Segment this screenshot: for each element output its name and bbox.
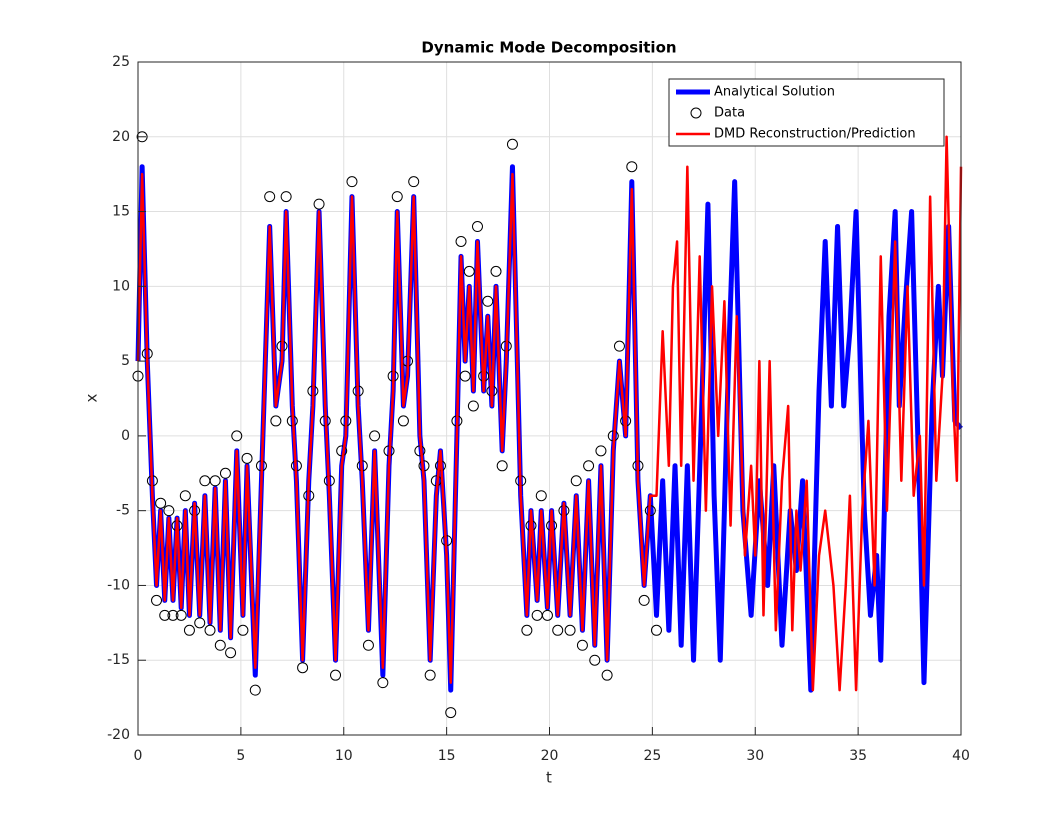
data-point xyxy=(155,497,167,509)
data-point xyxy=(209,475,221,487)
data-point xyxy=(541,609,553,621)
data-point xyxy=(391,191,403,203)
y-tick-label: 0 xyxy=(121,428,130,444)
data-point xyxy=(264,191,276,203)
data-point xyxy=(552,624,564,636)
data-point xyxy=(231,430,243,442)
data-point xyxy=(362,639,374,651)
x-tick-label: 40 xyxy=(952,748,970,764)
legend-symbol xyxy=(690,107,702,119)
data-point xyxy=(471,221,483,233)
y-tick-label: -5 xyxy=(116,503,130,519)
data-point xyxy=(583,460,595,472)
data-point xyxy=(377,677,389,689)
data-point xyxy=(237,624,249,636)
data-point xyxy=(163,505,175,517)
ticks: 0 5 10 15 20 25 30 35 40 -20 -15 -10 -5 0 5 10 15 20 25 xyxy=(107,54,970,764)
y-tick-label: -15 xyxy=(107,652,130,668)
x-tick-label: 30 xyxy=(746,748,764,764)
data-point xyxy=(638,594,650,606)
legend-label: Analytical Solution xyxy=(714,85,835,100)
y-tick-label: 25 xyxy=(112,54,130,70)
data-point xyxy=(313,198,325,210)
data-point xyxy=(459,370,471,382)
data-point xyxy=(601,669,613,681)
chart-title: Dynamic Mode Decomposition xyxy=(421,39,676,57)
data-point xyxy=(455,235,467,247)
data-point xyxy=(369,430,381,442)
data-point xyxy=(521,624,533,636)
data-point xyxy=(346,176,358,188)
data-point xyxy=(219,467,231,479)
data-point xyxy=(535,490,547,502)
data-point xyxy=(595,445,607,457)
y-tick-label: -20 xyxy=(107,727,130,743)
y-tick-label: -10 xyxy=(107,577,130,593)
x-tick-label: 15 xyxy=(438,748,456,764)
data-point xyxy=(424,669,436,681)
data-point xyxy=(241,452,253,464)
data-point xyxy=(564,624,576,636)
data-point xyxy=(467,400,479,412)
y-tick-label: 5 xyxy=(121,353,130,369)
marks xyxy=(132,131,963,719)
x-tick-label: 0 xyxy=(134,748,143,764)
legend-box xyxy=(668,78,945,147)
y-tick-label: 15 xyxy=(112,204,130,220)
data-point xyxy=(280,191,292,203)
data-point xyxy=(408,176,420,188)
data-point xyxy=(297,662,309,674)
data-point xyxy=(570,475,582,487)
data-point xyxy=(613,340,625,352)
data-point xyxy=(463,265,475,277)
x-tick-label: 20 xyxy=(541,748,559,764)
data-point xyxy=(183,624,195,636)
x-axis-label: t xyxy=(546,769,552,787)
data-point xyxy=(136,131,148,143)
data-point xyxy=(175,609,187,621)
data-point xyxy=(270,415,282,427)
data-point xyxy=(214,639,226,651)
x-tick-label: 35 xyxy=(849,748,867,764)
series-line xyxy=(136,135,963,692)
data-point xyxy=(151,594,163,606)
data-point xyxy=(204,624,216,636)
data-point xyxy=(626,161,638,173)
data-point xyxy=(225,647,237,659)
data-point xyxy=(249,684,261,696)
data-point xyxy=(506,138,518,150)
x-tick-label: 25 xyxy=(643,748,661,764)
data-point xyxy=(496,460,508,472)
y-tick-label: 20 xyxy=(112,129,130,145)
data-point xyxy=(650,624,662,636)
data-point xyxy=(490,265,502,277)
legend-label: Data xyxy=(714,106,745,121)
data-point xyxy=(576,639,588,651)
data-point xyxy=(159,609,171,621)
data-point xyxy=(336,445,348,457)
data-point xyxy=(330,669,342,681)
data-point xyxy=(194,617,206,629)
legend: Analytical Solution Data DMD Reconstructio… xyxy=(668,78,945,147)
data-point xyxy=(397,415,409,427)
x-tick-label: 10 xyxy=(335,748,353,764)
legend-label: DMD Reconstruction/Prediction xyxy=(714,127,916,142)
data-point xyxy=(445,707,457,719)
data-point xyxy=(167,609,179,621)
data-point xyxy=(179,490,191,502)
x-tick-label: 5 xyxy=(236,748,245,764)
y-axis-label: x xyxy=(83,393,101,402)
data-point xyxy=(589,654,601,666)
data-point xyxy=(482,295,494,307)
y-tick-label: 10 xyxy=(112,278,130,294)
